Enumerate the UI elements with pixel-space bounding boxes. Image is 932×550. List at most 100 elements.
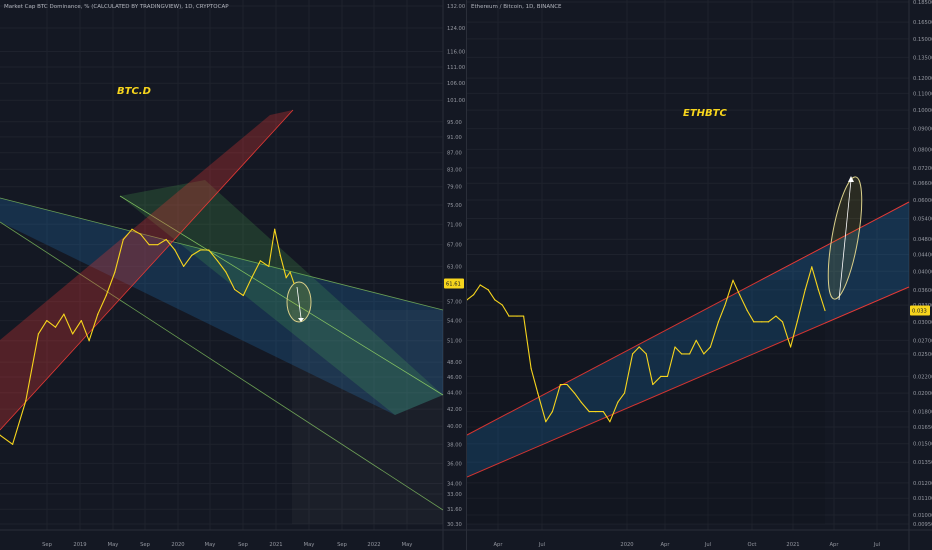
price-point xyxy=(588,411,590,413)
y-tick-label: 75.00 xyxy=(447,203,462,209)
price-point xyxy=(279,254,281,256)
y-tick-label: 36.00 xyxy=(447,461,462,467)
price-point xyxy=(709,346,711,348)
price-point xyxy=(259,260,261,262)
price-point xyxy=(617,401,619,403)
y-tick-label: 30.30 xyxy=(447,522,462,528)
price-line xyxy=(0,228,295,445)
y-tick-label: 71.00 xyxy=(447,222,462,228)
price-point xyxy=(122,238,124,241)
wedge-line xyxy=(119,195,444,396)
price-point xyxy=(573,392,576,394)
y-tick-label: 42.00 xyxy=(447,407,462,413)
price-point xyxy=(739,294,741,296)
x-tick-label: May xyxy=(205,542,216,548)
green-wedge-zone xyxy=(120,180,443,415)
y-tick-label: 79.00 xyxy=(447,185,462,191)
y-tick-label: 124.00 xyxy=(447,26,465,32)
x-tick-label: Sep xyxy=(337,542,347,548)
y-tick-label: 40.00 xyxy=(447,424,462,430)
price-point xyxy=(695,339,697,341)
price-point xyxy=(623,392,626,394)
channel-upper-line xyxy=(0,197,444,311)
price-point xyxy=(761,321,763,323)
price-point xyxy=(717,321,720,323)
y-tick-label: 0.080000 xyxy=(913,147,932,153)
price-point xyxy=(652,383,654,386)
y-tick-label: 0.015000 xyxy=(913,442,932,448)
price-point xyxy=(25,400,27,402)
y-tick-label: 0.010000 xyxy=(913,513,932,519)
price-point xyxy=(199,249,201,251)
y-tick-label: 0.040000 xyxy=(913,269,932,275)
y-tick-label: 44.00 xyxy=(447,391,462,397)
price-point xyxy=(467,299,468,301)
price-point xyxy=(479,284,481,286)
price-point xyxy=(54,326,57,328)
price-point xyxy=(494,299,496,301)
price-point xyxy=(674,346,676,348)
blue-channel-zone xyxy=(0,198,443,415)
ethbtc-chart: 0.185000 0.165000 0.150000 0.135000 0.120000… xyxy=(467,0,932,550)
price-point xyxy=(289,271,291,273)
price-point xyxy=(580,401,582,403)
price-point xyxy=(609,421,611,423)
y-tick-label: 0.013500 xyxy=(913,460,932,466)
y-tick-label: 0.090000 xyxy=(913,127,932,133)
x-tick-label: 2022 xyxy=(367,542,380,548)
y-tick-label: 0.165000 xyxy=(913,20,932,26)
price-point xyxy=(285,277,287,279)
price-point xyxy=(268,265,270,267)
y-tick-label: 0.150000 xyxy=(913,37,932,43)
y-tick-label: 0.135000 xyxy=(913,55,932,61)
price-point xyxy=(703,353,705,355)
last-price-tag xyxy=(444,278,464,289)
y-tick-label: 54.00 xyxy=(447,319,462,325)
x-tick-label: May xyxy=(304,542,315,548)
price-point xyxy=(71,333,74,335)
y-tick-label: 57.00 xyxy=(447,300,462,306)
left-chart-header: Market Cap BTC Dominance, % (CALCULATED … xyxy=(4,4,229,10)
price-point xyxy=(775,315,777,317)
forecast-arrow-head xyxy=(298,318,304,322)
history-shade xyxy=(467,280,825,524)
price-point xyxy=(681,353,683,355)
ethbtc-annotation: ETHBTC xyxy=(683,108,727,119)
x-tick-label: 2020 xyxy=(171,542,184,548)
price-point xyxy=(523,315,525,317)
price-point xyxy=(753,321,755,323)
red-support-line xyxy=(0,109,294,431)
btc-d-annotation: BTC.D xyxy=(117,86,151,97)
btc-dominance-chart: 132.00 124.00 116.00 111.00 106.00 101.00 95.0… xyxy=(0,0,466,550)
price-point xyxy=(824,309,826,312)
y-tick-label: 83.00 xyxy=(447,167,462,173)
x-tick-label: 2021 xyxy=(269,542,282,548)
price-point xyxy=(501,304,503,306)
price-point xyxy=(724,304,726,306)
price-point xyxy=(114,271,116,273)
x-tick-label: Sep xyxy=(238,542,248,548)
y-tick-label: 63.00 xyxy=(447,264,462,270)
y-tick-label: 0.185000 xyxy=(913,0,932,6)
price-point xyxy=(46,320,48,322)
price-point xyxy=(293,282,295,285)
y-tick-label: 91.00 xyxy=(447,135,462,141)
price-point xyxy=(191,254,193,256)
x-tick-label: Sep xyxy=(140,542,150,548)
price-point xyxy=(225,271,227,273)
price-point xyxy=(487,289,489,291)
price-point xyxy=(660,375,662,377)
price-point xyxy=(182,265,185,267)
y-tick-label: 51.00 xyxy=(447,339,462,345)
price-point xyxy=(789,346,792,348)
last-price-tag xyxy=(910,305,930,316)
y-tick-label: 0.012000 xyxy=(913,481,932,487)
price-point xyxy=(732,279,734,281)
y-tick-label: 0.072000 xyxy=(913,166,932,172)
x-tick-label: May xyxy=(402,542,413,548)
last-price-label: 0.033 xyxy=(912,308,927,314)
price-point xyxy=(645,353,647,355)
price-point xyxy=(97,313,99,315)
price-point xyxy=(131,228,133,230)
price-point xyxy=(274,228,276,230)
